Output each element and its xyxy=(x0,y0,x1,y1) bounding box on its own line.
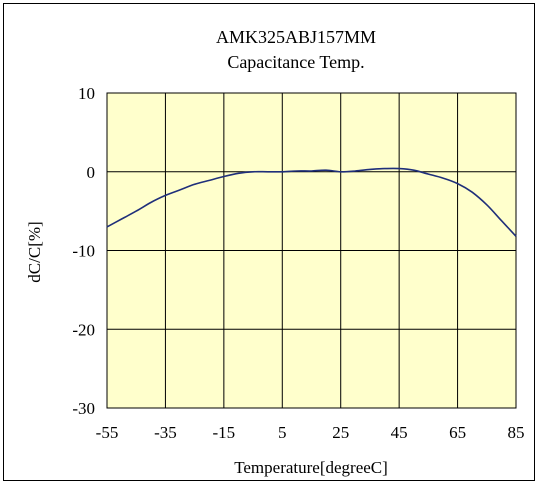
x-tick-label: -15 xyxy=(213,423,236,442)
chart-subtitle: Capacitance Temp. xyxy=(227,52,364,72)
y-tick-label: -10 xyxy=(72,242,95,261)
y-tick-label: -30 xyxy=(72,399,95,418)
x-tick-label: -55 xyxy=(96,423,119,442)
x-tick-label: -35 xyxy=(154,423,177,442)
x-tick-label: 45 xyxy=(391,423,408,442)
y-tick-labels: 10 0 -10 -20 -30 xyxy=(72,84,95,418)
x-axis-label: Temperature[degreeC] xyxy=(234,458,388,477)
series-line xyxy=(106,167,517,237)
x-tick-label: 65 xyxy=(449,423,466,442)
y-tick-label: -20 xyxy=(72,320,95,339)
chart-title: AMK325ABJ157MM xyxy=(216,27,376,47)
y-axis-label: dC/C[%] xyxy=(25,221,44,282)
x-tick-labels: -55 -35 -15 5 25 45 65 85 xyxy=(96,423,525,442)
x-tick-label: 85 xyxy=(508,423,525,442)
x-tick-label: 25 xyxy=(332,423,349,442)
y-tick-label: 10 xyxy=(78,84,95,103)
y-tick-label: 0 xyxy=(87,163,96,182)
series-layer xyxy=(106,167,517,237)
x-tick-label: 5 xyxy=(278,423,287,442)
